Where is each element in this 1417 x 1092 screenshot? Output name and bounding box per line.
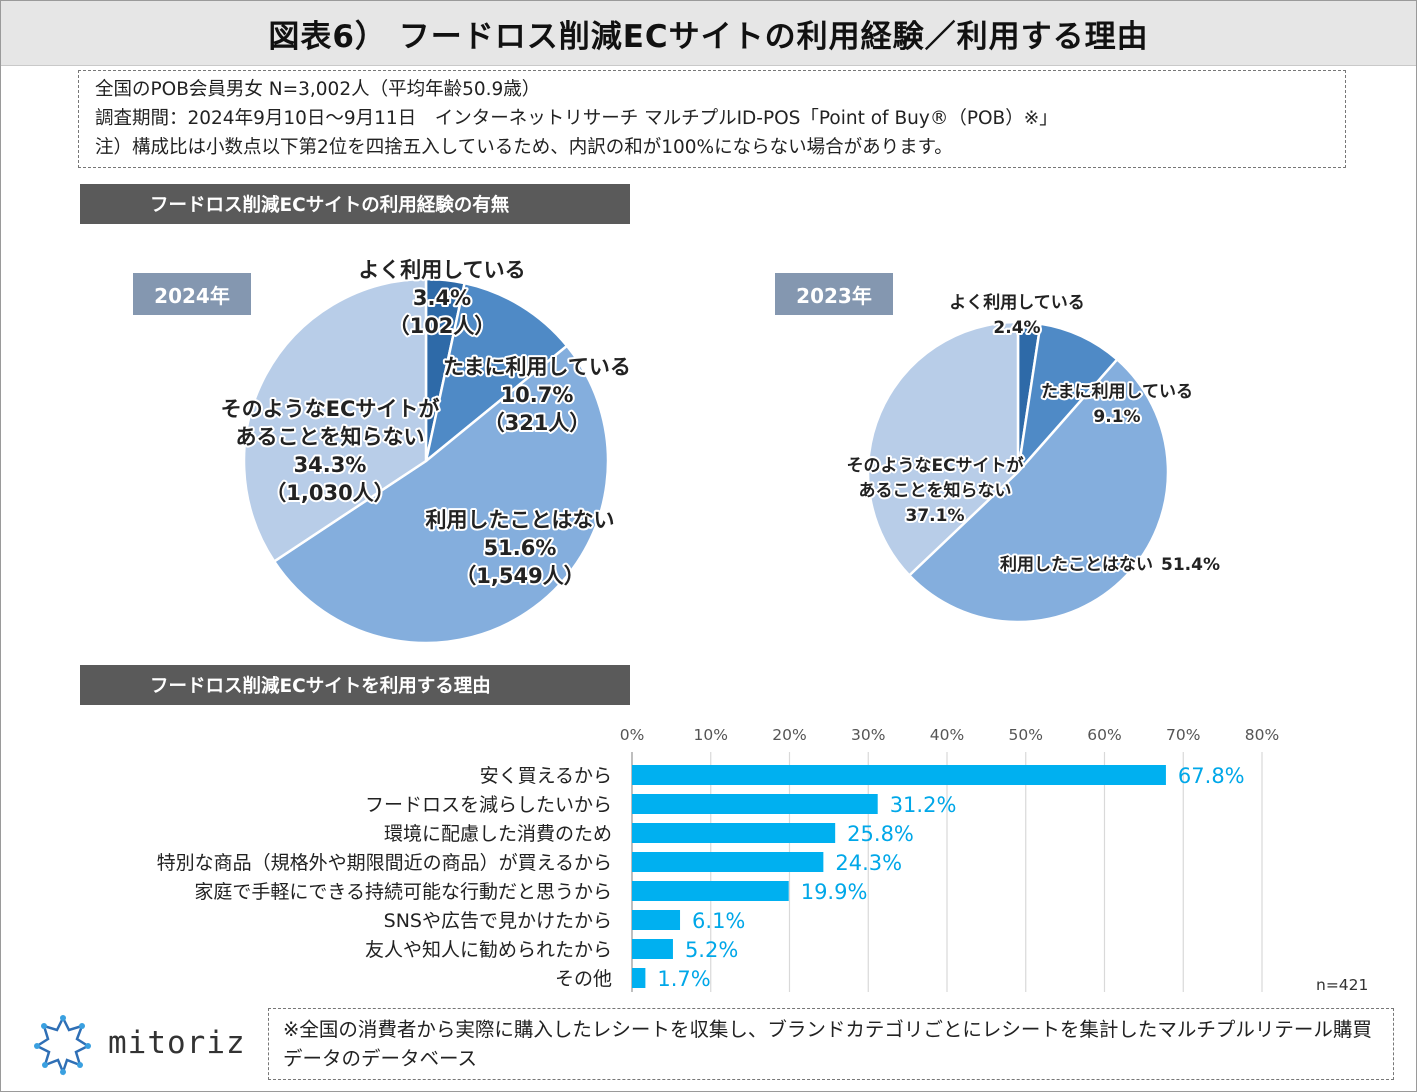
x-tick-label: 70% xyxy=(1166,726,1200,744)
logo-wordmark: mitoriz xyxy=(108,1025,246,1061)
bar-category-label: その他 xyxy=(555,968,612,990)
pie2023-value-often: 2.4% xyxy=(993,318,1040,338)
bar-value-label: 1.7% xyxy=(657,967,710,991)
section-header-usage: フードロス削減ECサイトの利用経験の有無 xyxy=(80,184,630,224)
pie2023-value-unaware: 37.1% xyxy=(906,506,965,526)
pie2024-value-sometimes: 10.7% xyxy=(501,383,574,407)
footnote-box: ※全国の消費者から実際に購入したレシートを収集し、ブランドカテゴリごとにレシート… xyxy=(268,1008,1394,1080)
pie2024-slice-unaware xyxy=(242,277,428,564)
x-tick-label: 10% xyxy=(694,726,728,744)
bar-category-labels: 安く買えるからフードロスを減らしたいから環境に配慮した消費のため特別な商品（規格… xyxy=(157,765,612,990)
bar-value-label: 67.8% xyxy=(1178,764,1245,788)
bar-gridlines xyxy=(631,752,1263,992)
mitoriz-logo: mitoriz xyxy=(30,1010,246,1076)
chart-title: 図表6） フードロス削減ECサイトの利用経験／利用する理由 xyxy=(268,18,1149,55)
pie2024-label-unaware-1: そのようなECサイトが xyxy=(221,397,440,421)
bar-value-label: 25.8% xyxy=(847,822,914,846)
pie2023-label-sometimes: たまに利用している xyxy=(1041,381,1193,402)
logo-mark-icon xyxy=(34,1015,91,1076)
year-label-2023: 2023年 xyxy=(775,273,893,315)
bar-value-label: 6.1% xyxy=(692,909,745,933)
bar xyxy=(632,852,824,872)
pie2024-label-unaware-2: あることを知らない xyxy=(236,425,425,449)
x-tick-label: 20% xyxy=(772,726,806,744)
pie-charts: よく利用している 3.4% （102人） たまに利用している 10.7% （32… xyxy=(219,256,1222,645)
bar-category-label: 家庭で手軽にできる持続可能な行動だと思うから xyxy=(194,881,612,903)
pie2024-count-sometimes: （321人） xyxy=(484,411,591,435)
bar-category-label: SNSや広告で見かけたから xyxy=(384,910,612,932)
pie2023-value-never: 51.4% xyxy=(1161,555,1220,575)
bar-value-label: 5.2% xyxy=(685,938,738,962)
pie2024-count-never: （1,549人） xyxy=(455,564,584,588)
pie2023-label-unaware-2: あることを知らない xyxy=(859,480,1012,501)
x-tick-label: 60% xyxy=(1087,726,1121,744)
x-tick-label: 50% xyxy=(1009,726,1043,744)
bar-axis-ticks: 0% 10% 20% 30% 40% 50% 60% 70% 80% xyxy=(620,726,1280,744)
pie2024-label-sometimes: たまに利用している xyxy=(443,355,631,379)
pie2023-label-unaware-1: そのようなECサイトが xyxy=(846,455,1023,476)
bar-value-label: 24.3% xyxy=(835,851,902,875)
bar-value-labels: 67.8% 31.2% 25.8% 24.3% 19.9% 6.1% 5.2% 1.7% xyxy=(657,764,1244,991)
title-bar: 図表6） フードロス削減ECサイトの利用経験／利用する理由 xyxy=(1,1,1416,66)
pie-labels: よく利用している 3.4% （102人） たまに利用している 10.7% （32… xyxy=(219,256,1222,590)
pie2024-value-unaware: 34.3% xyxy=(294,453,367,477)
pie2024-label-never: 利用したことはない xyxy=(426,508,615,532)
pie2023-slice-never xyxy=(907,357,1170,624)
pie2024-count-often: （102人） xyxy=(389,314,496,338)
bar-value-label: 31.2% xyxy=(890,793,957,817)
sample-size-label: n=421 xyxy=(1316,976,1369,994)
bar-category-label: 環境に配慮した消費のため xyxy=(384,823,612,845)
pie2023-value-sometimes: 9.1% xyxy=(1093,407,1140,427)
pie2023-slice-sometimes xyxy=(1016,322,1119,477)
pie2024-slice-never xyxy=(272,344,610,645)
pie2024-count-unaware: （1,030人） xyxy=(265,481,394,505)
pie2023-label-never-text: 利用したことはない xyxy=(1000,554,1153,575)
bar-category-label: 安く買えるから xyxy=(480,765,612,787)
pie2024-slice-sometimes xyxy=(424,281,569,465)
bar xyxy=(632,794,878,814)
bar xyxy=(632,939,673,959)
bar xyxy=(632,823,836,843)
pie2023-label-never: 利用したことはない 51.4% xyxy=(1000,554,1220,575)
bar-value-label: 19.9% xyxy=(801,880,868,904)
pie-2023 xyxy=(866,320,1170,624)
pie-2024 xyxy=(242,277,610,645)
info-line-period: 調査期間：2024年9月10日～9月11日 インターネットリサーチ マルチプルI… xyxy=(95,108,1058,129)
bar xyxy=(632,881,789,901)
bar-category-label: 特別な商品（規格外や期限間近の商品）が買えるから xyxy=(157,852,612,874)
bar xyxy=(632,910,681,930)
reasons-bar-chart: 0% 10% 20% 30% 40% 50% 60% 70% 80% 安く買えるからフードロスを… xyxy=(157,726,1280,992)
bar-category-label: 友人や知人に勧められたから xyxy=(365,939,612,961)
x-tick-label: 40% xyxy=(930,726,964,744)
pie2024-label-often: よく利用している xyxy=(358,258,525,282)
survey-info-box: 全国のPOB会員男女 N=3,002人（平均年齢50.9歳） 調査期間：2024… xyxy=(78,70,1346,168)
info-line-note: 注）構成比は小数点以下第2位を四捨五入しているため、内訳の和が100%にならない… xyxy=(95,137,953,158)
x-tick-label: 0% xyxy=(620,726,645,744)
section-header-reasons: フードロス削減ECサイトを利用する理由 xyxy=(80,665,630,705)
bar-marks xyxy=(632,765,1166,988)
pie2023-label-often: よく利用している xyxy=(949,292,1085,313)
x-tick-label: 30% xyxy=(851,726,885,744)
bar xyxy=(632,765,1166,785)
pie2024-value-never: 51.6% xyxy=(484,536,557,560)
bar xyxy=(632,968,646,988)
pie2023-slice-unaware xyxy=(866,320,1020,578)
footnote-text: ※全国の消費者から実際に購入したレシートを収集し、ブランドカテゴリごとにレシート… xyxy=(283,1018,1372,1070)
year-label-2024: 2024年 xyxy=(133,273,251,315)
bar-category-label: フードロスを減らしたいから xyxy=(365,794,612,816)
x-tick-label: 80% xyxy=(1245,726,1279,744)
info-line-respondents: 全国のPOB会員男女 N=3,002人（平均年齢50.9歳） xyxy=(95,79,541,100)
pie2024-value-often: 3.4% xyxy=(413,286,471,310)
